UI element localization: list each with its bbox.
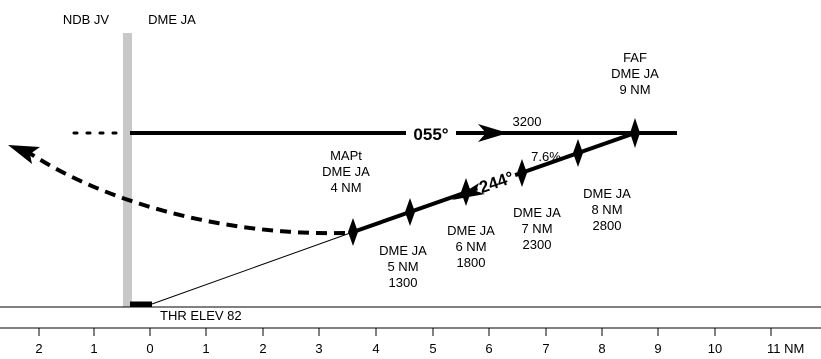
threshold-elevation-label: THR ELEV 82 [160,308,242,323]
fix-marker-dme7 [517,159,527,187]
fix-label-dme6: DME JA 6 NM 1800 [447,223,495,270]
fix-marker-mapt [348,218,358,246]
fix-marker-faf [630,118,640,148]
ndb-jv-label: NDB JV [63,12,110,27]
fix-marker-dme6 [461,178,471,206]
glide-gradient-label: 7.6% [531,149,561,164]
axis-tick-label: 7 [542,341,549,356]
fix-dme6-line-2: 6 NM [455,239,486,254]
outbound-course-label: 055° [413,125,448,144]
fix-mapt-line-3: 4 NM [330,180,361,195]
fix-label-faf: FAF DME JA 9 NM [611,50,659,97]
axis-tick-label: 6 [485,341,492,356]
distance-axis-ticks: 2 1 0 1 2 3 4 5 6 7 8 9 10 11 NM [35,328,804,356]
axis-tick-label: 1 [90,341,97,356]
fix-label-dme5: DME JA 5 NM 1300 [379,243,427,290]
fix-marker-dme5 [405,198,415,226]
fix-dme6-line-1: DME JA [447,223,495,238]
inbound-course-mask [473,164,519,198]
dme-ja-label: DME JA [148,12,196,27]
axis-tick-label: 5 [429,341,436,356]
fix-faf-line-3: 9 NM [619,82,650,97]
fix-dme5-line-2: 5 NM [387,259,418,274]
fix-mapt-line-2: DME JA [322,164,370,179]
fix-label-dme8: DME JA 8 NM 2800 [583,186,631,233]
axis-tick-label: 9 [654,341,661,356]
axis-tick-label: 8 [598,341,605,356]
fix-dme7-line-1: DME JA [513,205,561,220]
fix-faf-line-1: FAF [623,50,647,65]
outbound-direction-arrow [478,124,508,142]
fix-dme7-line-3: 2300 [523,237,552,252]
fix-dme8-line-1: DME JA [583,186,631,201]
fix-mapt-line-1: MAPt [330,148,362,163]
axis-tick-label: 11 NM [767,341,804,356]
axis-tick-label: 0 [146,341,153,356]
axis-tick-label: 2 [259,341,266,356]
axis-tick-label: 2 [35,341,42,356]
missed-approach-arrowhead [8,145,40,164]
fix-dme6-line-3: 1800 [457,255,486,270]
fix-dme5-line-3: 1300 [389,275,418,290]
altitude-3200-label: 3200 [513,114,542,129]
axis-tick-label: 4 [372,341,379,356]
fix-label-dme7: DME JA 7 NM 2300 [513,205,561,252]
visual-descent-line [151,231,354,305]
missed-approach-path [26,150,346,236]
fix-dme5-line-1: DME JA [379,243,427,258]
fix-label-mapt: MAPt DME JA 4 NM [322,148,370,195]
axis-tick-label: 3 [315,341,322,356]
fix-faf-line-2: DME JA [611,66,659,81]
outbound-course-mask [406,122,456,144]
fix-dme8-line-3: 2800 [593,218,622,233]
axis-tick-label: 10 [708,341,722,356]
fix-dme7-line-2: 7 NM [521,221,552,236]
fix-marker-dme8 [573,139,583,167]
navaid-position-bar [123,33,132,307]
axis-tick-label: 1 [202,341,209,356]
fix-dme8-line-2: 8 NM [591,202,622,217]
inbound-course-label: 244° [477,168,517,197]
